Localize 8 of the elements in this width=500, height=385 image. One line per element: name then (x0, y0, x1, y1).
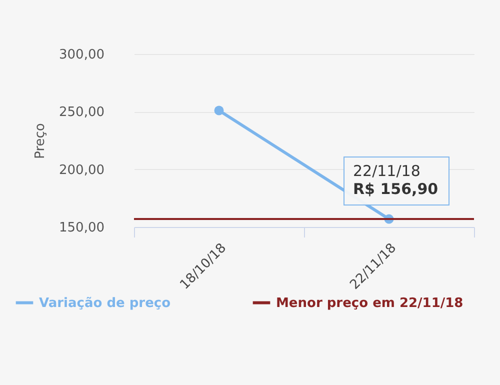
annotation: 22/11/18 R$ 156,90 (353, 162, 438, 198)
y-axis-title: Preço (33, 123, 48, 159)
y-tick-label: 250,00 (59, 105, 104, 120)
legend-label: Menor preço em 22/11/18 (276, 296, 464, 311)
y-tick-label: 200,00 (59, 162, 104, 178)
y-tick-label: 150,00 (59, 220, 104, 236)
legend-label: Variação de preço (39, 296, 171, 311)
y-tick-label: 300,00 (59, 48, 104, 62)
